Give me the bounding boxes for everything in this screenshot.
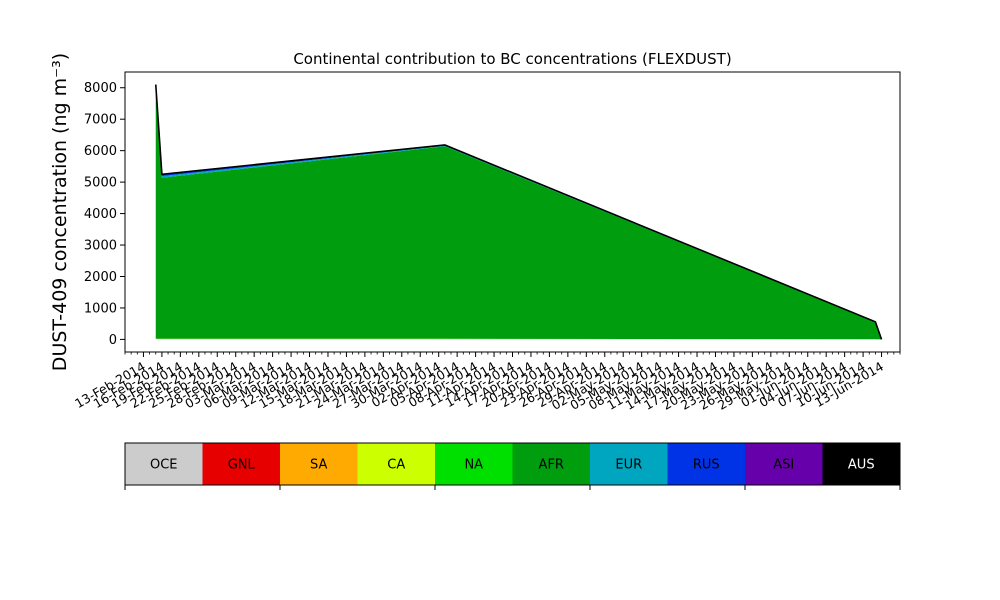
y-tick-label: 4000 <box>84 207 117 222</box>
colorbar-swatch-gnl <box>202 443 281 485</box>
chart-title: Continental contribution to BC concentra… <box>293 50 731 68</box>
y-tick-label: 5000 <box>84 176 117 191</box>
colorbar-swatch-ca <box>357 443 436 485</box>
total-line-group <box>154 84 883 340</box>
colorbar-label-sa: SA <box>310 458 327 473</box>
colorbar-label-afr: AFR <box>539 458 564 473</box>
area-ca <box>155 338 882 340</box>
colorbar-label-asi: ASI <box>773 458 794 473</box>
y-axis-label: DUST-409 concentration (ng m⁻³) <box>49 53 71 371</box>
y-axis: 0 1000 2000 3000 4000 5000 6000 7000 8000 <box>84 81 125 348</box>
colorbar-label-oce: OCE <box>150 458 178 473</box>
colorbar-swatch-sa <box>280 443 358 485</box>
colorbar-swatch-afr <box>512 443 591 485</box>
colorbar-swatch-na <box>435 443 513 485</box>
colorbar-label-rus: RUS <box>693 458 720 473</box>
y-tick-label: 2000 <box>84 270 117 285</box>
colorbar-label-gnl: GNL <box>228 458 256 473</box>
y-tick-label: 7000 <box>84 113 117 128</box>
colorbar-label-eur: EUR <box>615 458 642 473</box>
colorbar-swatch-asi <box>745 443 823 485</box>
area-afr <box>155 87 882 340</box>
y-tick-label: 3000 <box>84 239 117 254</box>
colorbar-label-na: NA <box>464 458 483 473</box>
region-colorbar: OCE GNL SA CA NA AFR EUR RUS ASI AUS <box>124 442 901 490</box>
stacked-areas <box>155 84 882 340</box>
colorbar-frame <box>124 442 901 486</box>
colorbar-label-aus: AUS <box>848 458 875 473</box>
y-tick-label: 1000 <box>84 301 117 316</box>
x-axis: 13-Feb-201416-Feb-201419-Feb-201422-Feb-… <box>72 352 901 413</box>
colorbar-swatch-oce <box>125 443 203 485</box>
total-line <box>154 84 883 340</box>
colorbar-swatch-rus <box>667 443 746 485</box>
y-tick-label: 0 <box>109 333 117 348</box>
colorbar-swatch-aus <box>822 443 901 485</box>
y-tick-label: 8000 <box>84 81 117 96</box>
y-tick-label: 6000 <box>84 144 117 159</box>
plot-area <box>124 71 901 353</box>
colorbar-label-ca: CA <box>387 458 405 473</box>
colorbar-swatch-eur <box>590 443 668 485</box>
